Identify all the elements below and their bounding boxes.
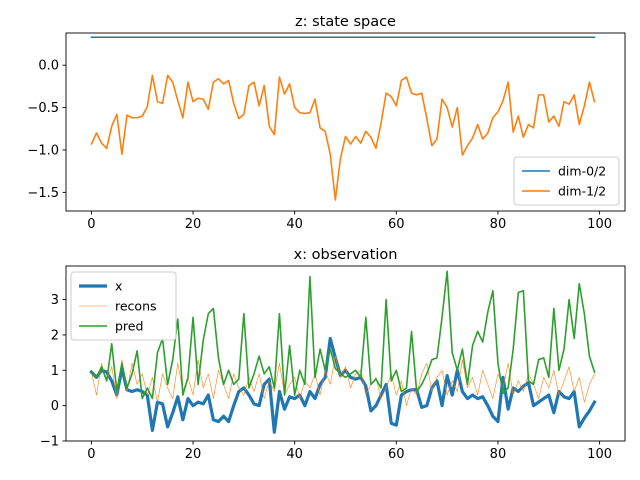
y-tick-label: 0.0 xyxy=(38,59,59,74)
x-tick-label: 40 xyxy=(286,217,303,232)
state-space-axes-frame xyxy=(65,32,626,212)
series-line-recons xyxy=(91,355,595,406)
x-tick-label: 0 xyxy=(87,217,95,232)
y-tick-label: −1 xyxy=(40,435,59,450)
y-tick-label: 2 xyxy=(51,328,59,343)
state-space-title: z: state space xyxy=(295,14,396,30)
y-tick-label: 1 xyxy=(51,364,59,379)
legend-label: dim-0/2 xyxy=(558,164,606,179)
y-tick-label: −1.5 xyxy=(27,186,59,201)
x-tick-label: 60 xyxy=(388,217,405,232)
observation-panel: 0 20 40 60 80 100 −1 0 1 2 3 x: observation x recons p… xyxy=(40,247,626,462)
legend-box xyxy=(513,156,620,206)
x-tick-label: 20 xyxy=(185,447,202,462)
x-tick-label: 80 xyxy=(490,217,507,232)
observation-legend: x recons pred xyxy=(70,271,177,341)
series-line-x xyxy=(89,336,597,434)
legend-label: dim-1/2 xyxy=(558,184,606,199)
state-space-legend: dim-0/2 dim-1/2 xyxy=(513,156,620,206)
x-tick-label: 20 xyxy=(185,217,202,232)
y-tick-label: −0.5 xyxy=(27,101,59,116)
y-tick-label: −1.0 xyxy=(27,143,59,158)
x-tick-label: 100 xyxy=(587,217,612,232)
x-tick-label: 100 xyxy=(587,447,612,462)
state-space-panel: 0 20 40 60 80 100 0.0 −0.5 −1.0 −1.5 z: state spac… xyxy=(27,14,626,232)
x-tick-label: 0 xyxy=(87,447,95,462)
legend-box xyxy=(70,271,177,341)
x-tick-label: 60 xyxy=(388,447,405,462)
y-tick-label: 0 xyxy=(51,399,59,414)
x-tick-label: 40 xyxy=(286,447,303,462)
legend-label: x xyxy=(115,279,122,294)
observation-title: x: observation xyxy=(294,247,398,263)
legend-label: recons xyxy=(115,299,157,314)
y-tick-label: 3 xyxy=(51,293,59,308)
series-line-dim-1-2 xyxy=(90,74,596,201)
observation-axes-frame xyxy=(65,265,626,442)
state-space-series xyxy=(90,36,596,201)
legend-label: pred xyxy=(115,319,143,334)
x-tick-label: 80 xyxy=(490,447,507,462)
